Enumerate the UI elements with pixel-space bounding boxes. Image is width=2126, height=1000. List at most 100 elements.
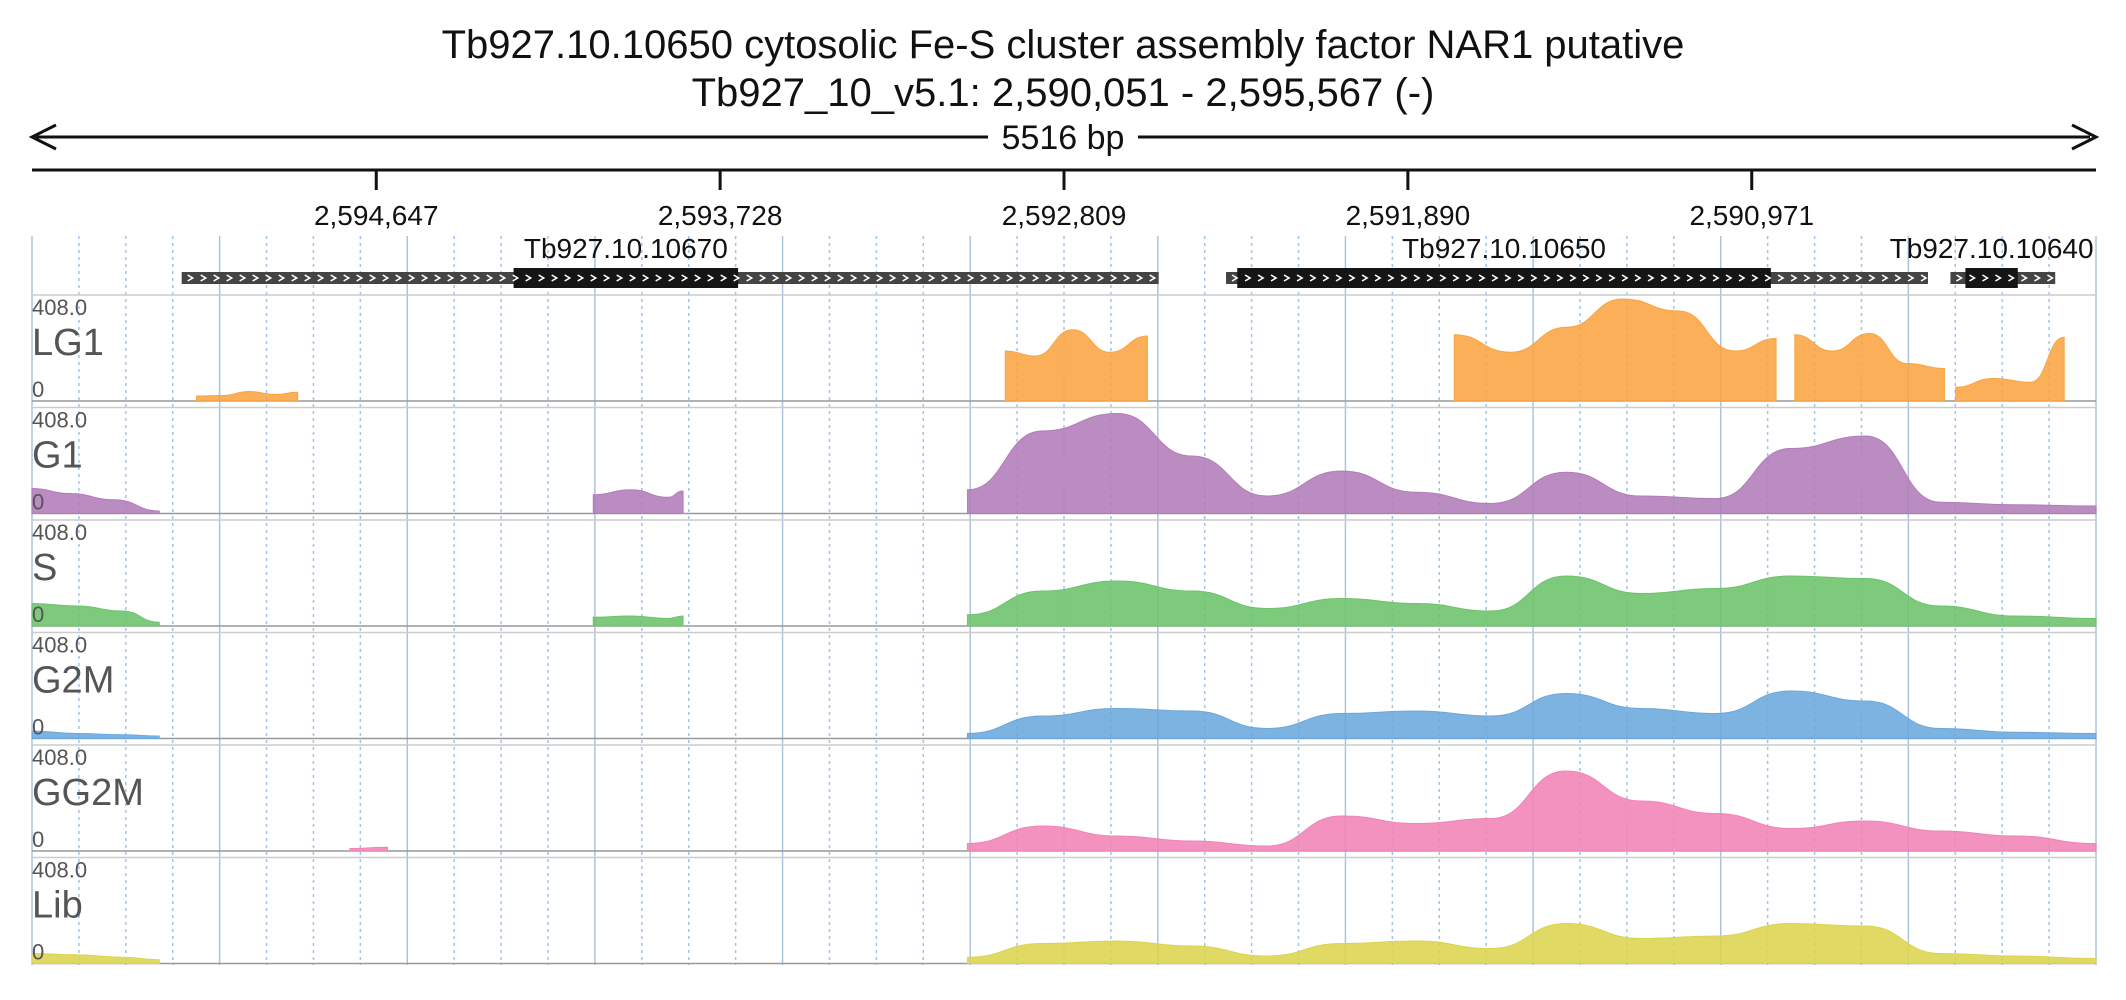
strand-arrow [304,274,312,282]
strand-arrow [499,274,507,282]
strand-arrow [356,274,364,282]
strand-arrow [1058,274,1066,282]
strand-arrow [226,274,234,282]
strand-arrow [1413,274,1421,282]
strand-arrow [317,274,325,282]
strand-arrow [1686,274,1694,282]
coverage-area-lg1 [1794,332,1945,402]
span-label: 5516 bp [1002,119,1125,157]
strand-arrow [1969,274,1976,282]
strand-arrow [1348,274,1356,282]
strand-arrow [798,274,806,282]
coverage-area-g1 [966,412,2097,514]
strand-arrow [2021,274,2028,282]
strand-arrow [629,274,637,282]
coverage-area-g1 [592,489,684,514]
strand-arrow [1517,274,1525,282]
strand-arrow [1270,274,1278,282]
strand-arrow [1032,274,1040,282]
strand-arrow [1582,274,1590,282]
strand-arrow [655,274,663,282]
strand-arrow [577,274,585,282]
strand-arrow [733,274,741,282]
track-max-label: 408.0 [32,295,87,320]
gene-label: Tb927.10.10640 [1890,233,2094,264]
track-min-label: 0 [32,377,44,402]
strand-arrow [1881,274,1889,282]
strand-arrow [1738,274,1746,282]
strand-arrow [1634,274,1642,282]
strand-arrow [811,274,819,282]
strand-arrow [564,274,572,282]
strand-arrow [1868,274,1876,282]
strand-arrow [1920,274,1928,282]
strand-arrow [889,274,897,282]
strand-arrow [434,274,442,282]
coverage-area-gg2m [966,770,2097,852]
strand-arrow [1400,274,1408,282]
strand-arrow [200,274,208,282]
strand-arrow [707,274,715,282]
strand-arrow [1084,274,1092,282]
strand-arrow [1149,274,1157,282]
chart-title: Tb927.10.10650 cytosolic Fe-S cluster as… [441,23,1685,67]
strand-arrow [1478,274,1486,282]
strand-arrow [1283,274,1291,282]
strand-arrow [1995,274,2002,282]
track-min-label: 0 [32,602,44,627]
strand-arrow [902,274,910,282]
strand-arrow [1608,274,1616,282]
chart-subtitle: Tb927_10_v5.1: 2,590,051 - 2,595,567 (-) [691,71,1435,115]
coverage-area-g2m [31,730,160,739]
strand-arrow [1019,274,1027,282]
strand-arrow [941,274,949,282]
strand-arrow [239,274,247,282]
strand-arrow [1491,274,1499,282]
strand-arrow [1071,274,1079,282]
track-name-label: Lib [32,885,83,927]
strand-arrow [863,274,871,282]
strand-arrow [408,274,416,282]
track-max-label: 408.0 [32,858,87,883]
track-max-label: 408.0 [32,633,87,658]
strand-arrow [291,274,299,282]
strand-arrow [642,274,650,282]
strand-arrow [1816,274,1824,282]
strand-arrow [1842,274,1850,282]
strand-arrow [720,274,728,282]
ruler-tick-label: 2,594,647 [314,200,439,231]
coverage-area-g2m [966,690,2097,739]
strand-arrow [1296,274,1304,282]
gene-label: Tb927.10.10670 [524,233,728,264]
span-arrow-right [2071,123,2100,151]
strand-arrow [1699,274,1707,282]
strand-arrow [1751,274,1759,282]
strand-arrow [668,274,676,282]
strand-arrow [2008,274,2015,282]
gene-label: Tb927.10.10650 [1402,233,1606,264]
strand-arrow [330,274,338,282]
strand-arrow [1335,274,1343,282]
strand-arrow [1006,274,1014,282]
strand-arrow [1894,274,1902,282]
strand-arrow [2034,274,2041,282]
strand-arrow [1673,274,1681,282]
strand-arrow [1712,274,1720,282]
strand-arrow [993,274,1001,282]
strand-arrow [369,274,377,282]
strand-arrow [1907,274,1915,282]
track-min-label: 0 [32,827,44,852]
strand-arrow [1764,274,1772,282]
strand-arrow [590,274,598,282]
gene-cds-bar [1237,268,1771,288]
strand-arrow [1374,274,1382,282]
strand-arrow [1465,274,1473,282]
strand-arrow [1647,274,1655,282]
strand-arrow [1309,274,1317,282]
track-max-label: 408.0 [32,520,87,545]
strand-arrow [1530,274,1538,282]
strand-arrow [694,274,702,282]
track-max-label: 408.0 [32,745,87,770]
strand-arrow [1725,274,1733,282]
strand-arrow [1426,274,1434,282]
